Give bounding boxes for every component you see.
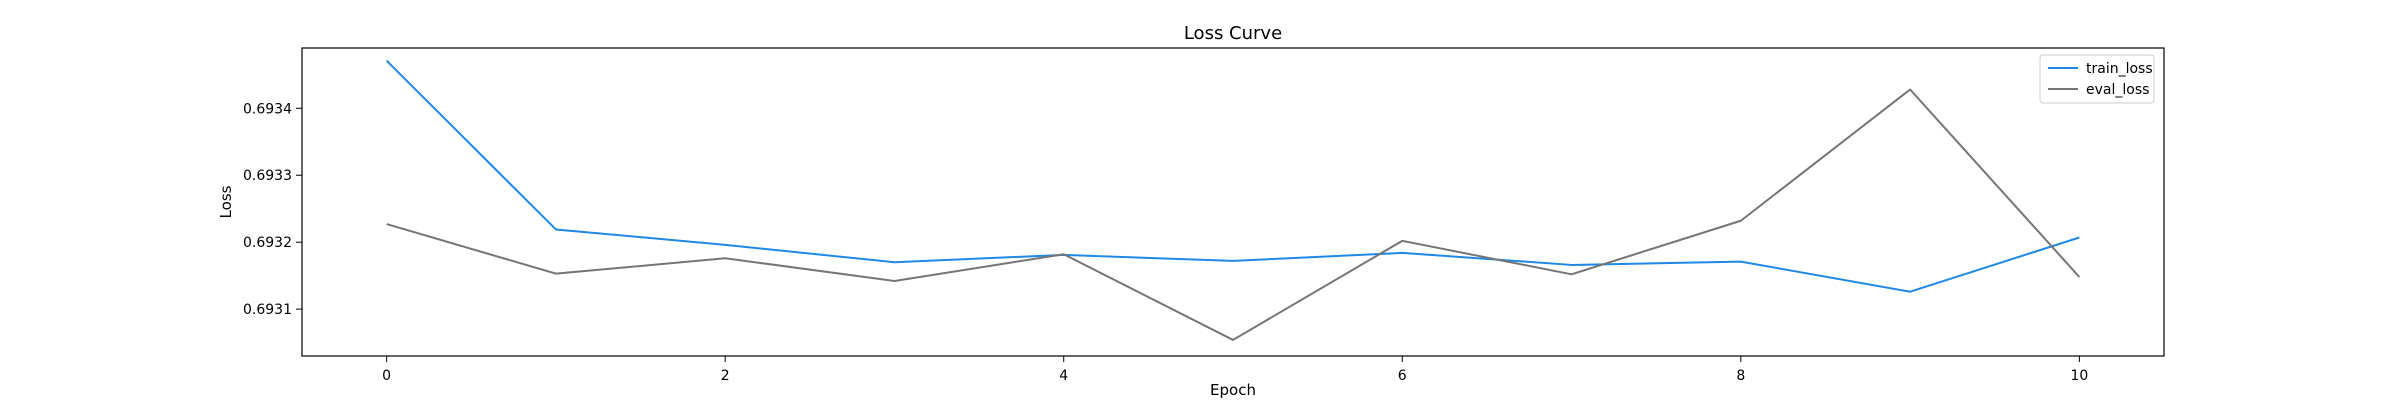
y-tick-label: 0.6934	[243, 101, 292, 117]
legend-label-train-loss: train_loss	[2086, 61, 2153, 77]
series-line-train-loss	[385, 60, 2080, 293]
series-layer	[385, 60, 2081, 341]
series-line-eval-loss	[386, 88, 2081, 341]
x-tick-label: 6	[1398, 368, 1407, 384]
chart-title: Loss Curve	[1184, 23, 1282, 44]
plot-area-frame	[301, 47, 2165, 357]
axis-ticks: 0 2 4 6 8 10 0.6931 0.6932 0.6933 0.6934	[243, 101, 2088, 384]
x-tick-label: 4	[1059, 368, 1068, 384]
legend: train_loss eval_loss	[2039, 54, 2155, 104]
y-tick-label: 0.6933	[243, 168, 292, 184]
y-axis-label: Loss	[217, 185, 235, 218]
x-tick-label: 0	[382, 368, 391, 384]
y-tick-label: 0.6931	[243, 302, 292, 318]
x-tick-label: 2	[721, 368, 730, 384]
x-tick-label: 10	[2070, 368, 2088, 384]
x-tick-label: 8	[1736, 368, 1745, 384]
legend-label-eval-loss: eval_loss	[2086, 82, 2149, 98]
x-axis-label: Epoch	[1210, 381, 1256, 399]
y-tick-label: 0.6932	[243, 235, 292, 251]
